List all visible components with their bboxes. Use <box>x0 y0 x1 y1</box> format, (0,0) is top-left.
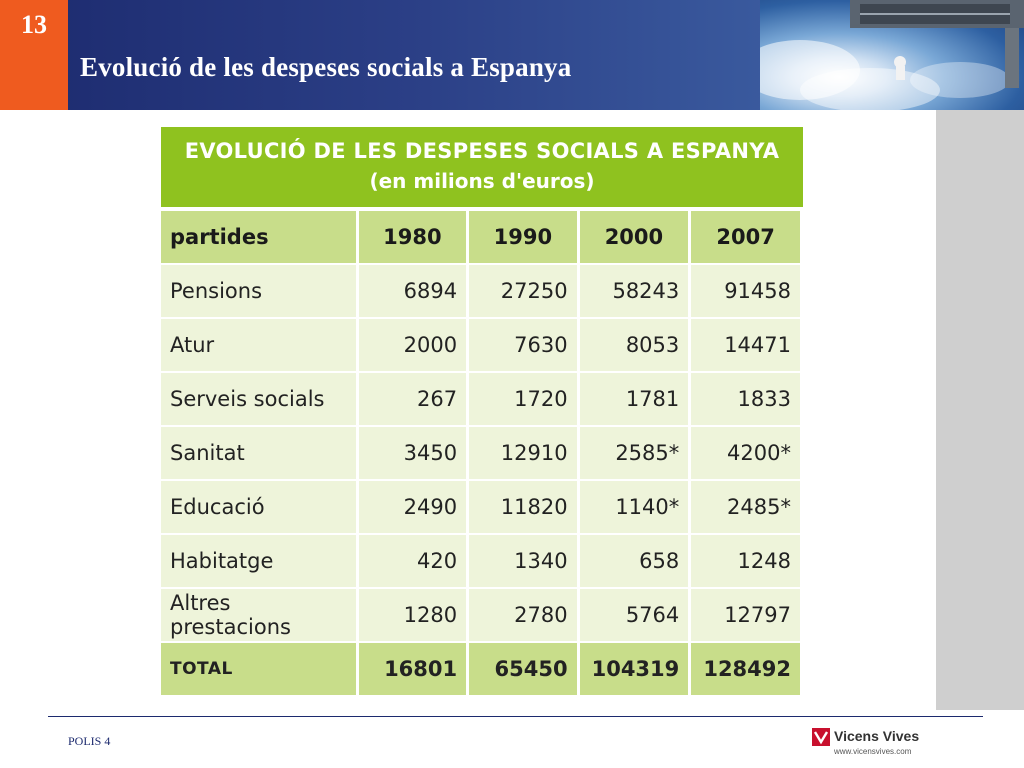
publisher-logo-icon <box>812 728 830 746</box>
cell-value: 1833 <box>691 373 800 425</box>
row-label: Altres prestacions <box>161 589 356 641</box>
publisher-logo: Vicens Vives www.vicensvives.com <box>812 728 932 762</box>
table-row: Sanitat 3450 12910 2585* 4200* <box>161 427 800 479</box>
cell-value: 1280 <box>358 589 467 641</box>
cell-value: 2780 <box>469 589 577 641</box>
cell-value: 2490 <box>358 481 467 533</box>
cell-value: 267 <box>358 373 467 425</box>
table-header-row: partides 1980 1990 2000 2007 <box>161 211 800 263</box>
cell-value: 2000 <box>358 319 467 371</box>
cell-value: 3450 <box>358 427 467 479</box>
slide-title: Evolució de les despeses socials a Espan… <box>80 52 572 82</box>
total-value: 65450 <box>469 643 577 695</box>
publisher-name: Vicens Vives <box>834 728 920 744</box>
cell-value: 11820 <box>469 481 577 533</box>
row-label: Pensions <box>161 265 356 317</box>
header-cell-2000: 2000 <box>579 211 689 263</box>
cell-value: 2585* <box>579 427 689 479</box>
cell-value: 91458 <box>691 265 800 317</box>
spending-table: partides 1980 1990 2000 2007 Pensions 68… <box>158 209 803 697</box>
table-row: Pensions 6894 27250 58243 91458 <box>161 265 800 317</box>
cell-value: 14471 <box>691 319 800 371</box>
cell-value: 420 <box>358 535 467 587</box>
cell-value: 5764 <box>579 589 689 641</box>
header-cell-2007: 2007 <box>691 211 800 263</box>
footer-book-name: POLIS 4 <box>68 734 111 748</box>
chapter-number: 13 <box>0 0 68 110</box>
cell-value: 27250 <box>469 265 577 317</box>
publisher-mark-icon <box>812 728 830 746</box>
cell-value: 8053 <box>579 319 689 371</box>
cell-value: 1340 <box>469 535 577 587</box>
cell-value: 12797 <box>691 589 800 641</box>
cell-value: 1720 <box>469 373 577 425</box>
cell-value: 1781 <box>579 373 689 425</box>
total-value: 104319 <box>579 643 689 695</box>
header-cell-partides: partides <box>161 211 356 263</box>
table-row: Habitatge 420 1340 658 1248 <box>161 535 800 587</box>
row-label: Habitatge <box>161 535 356 587</box>
cell-value: 658 <box>579 535 689 587</box>
row-label: Sanitat <box>161 427 356 479</box>
row-label: Educació <box>161 481 356 533</box>
row-label: Serveis socials <box>161 373 356 425</box>
publisher-url: www.vicensvives.com <box>834 747 912 756</box>
table-row: Atur 2000 7630 8053 14471 <box>161 319 800 371</box>
table-row: Altres prestacions 1280 2780 5764 12797 <box>161 589 800 641</box>
header-cell-1990: 1990 <box>469 211 577 263</box>
cell-value: 1248 <box>691 535 800 587</box>
data-table-image: EVOLUCIÓ DE LES DESPESES SOCIALS A ESPAN… <box>161 127 803 695</box>
cell-value: 2485* <box>691 481 800 533</box>
table-row: Educació 2490 11820 1140* 2485* <box>161 481 800 533</box>
table-title-units: (en milions d'euros) <box>369 169 595 193</box>
total-label: TOTAL <box>161 643 356 695</box>
cell-value: 1140* <box>579 481 689 533</box>
total-value: 16801 <box>358 643 467 695</box>
table-total-row: TOTAL 16801 65450 104319 128492 <box>161 643 800 695</box>
table-row: Serveis socials 267 1720 1781 1833 <box>161 373 800 425</box>
row-label: Atur <box>161 319 356 371</box>
right-side-panel <box>936 110 1024 710</box>
space-station-image <box>760 0 1024 110</box>
cell-value: 58243 <box>579 265 689 317</box>
cell-value: 4200* <box>691 427 800 479</box>
cell-value: 12910 <box>469 427 577 479</box>
table-title: EVOLUCIÓ DE LES DESPESES SOCIALS A ESPAN… <box>161 127 803 207</box>
table-title-main: EVOLUCIÓ DE LES DESPESES SOCIALS A ESPAN… <box>184 139 780 163</box>
cell-value: 6894 <box>358 265 467 317</box>
total-value: 128492 <box>691 643 800 695</box>
footer-divider <box>48 716 983 717</box>
header-photo <box>760 0 1024 110</box>
cell-value: 7630 <box>469 319 577 371</box>
header-cell-1980: 1980 <box>358 211 467 263</box>
